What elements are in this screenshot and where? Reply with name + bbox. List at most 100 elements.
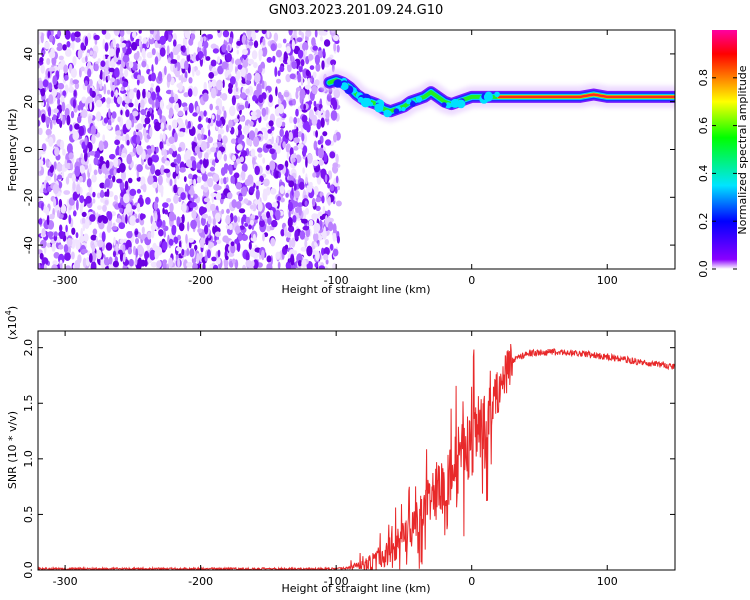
noise-speck bbox=[41, 143, 47, 152]
noise-speck bbox=[288, 249, 296, 256]
ridge-blob bbox=[385, 110, 392, 117]
noise-speck bbox=[117, 116, 121, 123]
noise-speck bbox=[45, 175, 52, 181]
noise-speck bbox=[46, 242, 51, 248]
spectrogram-x-tick-label: 0 bbox=[468, 274, 475, 287]
noise-speck bbox=[99, 191, 105, 198]
noise-speck bbox=[83, 233, 89, 242]
noise-speck bbox=[87, 32, 92, 41]
noise-speck bbox=[125, 203, 132, 213]
noise-speck bbox=[271, 152, 277, 161]
noise-speck bbox=[116, 178, 123, 184]
noise-speck bbox=[298, 30, 302, 36]
noise-speck bbox=[255, 181, 262, 186]
noise-speck bbox=[185, 159, 193, 168]
noise-speck bbox=[243, 125, 250, 135]
noise-speck bbox=[202, 92, 209, 102]
noise-speck bbox=[315, 250, 320, 262]
noise-speck bbox=[63, 244, 69, 254]
noise-speck bbox=[316, 119, 322, 130]
noise-speck bbox=[127, 177, 133, 184]
noise-speck bbox=[305, 30, 312, 38]
noise-speck bbox=[297, 143, 304, 149]
noise-speck bbox=[128, 102, 134, 108]
noise-speck bbox=[333, 35, 339, 42]
noise-speck bbox=[124, 69, 129, 77]
noise-speck bbox=[106, 89, 111, 95]
noise-speck bbox=[150, 261, 158, 268]
noise-speck bbox=[135, 218, 140, 223]
noise-speck bbox=[79, 195, 85, 204]
noise-speck bbox=[140, 109, 147, 116]
noise-speck bbox=[207, 124, 211, 130]
noise-speck bbox=[183, 92, 189, 98]
noise-speck bbox=[76, 184, 81, 195]
noise-speck bbox=[336, 235, 340, 244]
noise-speck bbox=[212, 48, 219, 54]
noise-speck bbox=[74, 165, 81, 177]
noise-speck bbox=[71, 41, 75, 51]
noise-speck bbox=[248, 266, 255, 269]
noise-speck bbox=[284, 160, 289, 168]
noise-speck bbox=[293, 183, 297, 192]
noise-speck bbox=[229, 212, 234, 223]
noise-speck bbox=[168, 211, 175, 222]
noise-speck bbox=[220, 167, 226, 176]
noise-speck bbox=[207, 215, 212, 225]
noise-speck bbox=[247, 32, 251, 40]
noise-speck bbox=[194, 244, 198, 251]
noise-speck bbox=[149, 33, 153, 40]
noise-speck bbox=[285, 192, 289, 198]
noise-speck bbox=[114, 139, 120, 146]
noise-speck bbox=[217, 56, 221, 64]
noise-speck bbox=[166, 73, 172, 83]
noise-speck bbox=[190, 33, 196, 40]
noise-speck bbox=[72, 99, 76, 109]
noise-speck bbox=[168, 136, 175, 144]
noise-speck bbox=[125, 109, 130, 118]
noise-speck bbox=[45, 128, 52, 136]
noise-speck bbox=[289, 239, 292, 249]
noise-speck bbox=[128, 258, 134, 267]
noise-speck bbox=[147, 157, 153, 166]
noise-speck bbox=[177, 110, 184, 117]
noise-speck bbox=[290, 254, 295, 266]
spectrogram-x-tick-label: -100 bbox=[324, 274, 349, 287]
noise-speck bbox=[326, 209, 331, 217]
noise-speck bbox=[294, 229, 299, 240]
noise-speck bbox=[226, 192, 233, 200]
noise-speck bbox=[307, 153, 313, 164]
snr-y-axis-label: SNR (10 * v/v) bbox=[6, 411, 19, 489]
noise-speck bbox=[115, 218, 122, 224]
noise-speck bbox=[278, 56, 284, 62]
noise-speck bbox=[51, 264, 58, 269]
noise-speck bbox=[78, 175, 83, 183]
noise-speck bbox=[156, 260, 162, 268]
noise-speck bbox=[239, 156, 244, 163]
noise-speck bbox=[314, 262, 319, 268]
noise-speck bbox=[223, 110, 227, 120]
noise-speck bbox=[45, 158, 49, 168]
noise-speck bbox=[308, 53, 314, 61]
noise-speck bbox=[200, 127, 205, 135]
noise-speck bbox=[280, 229, 285, 237]
noise-speck bbox=[120, 30, 125, 37]
noise-speck bbox=[293, 145, 299, 151]
noise-speck bbox=[109, 153, 116, 160]
spectrogram-y-tick-label: 0 bbox=[22, 146, 35, 153]
noise-speck bbox=[304, 235, 309, 242]
noise-speck bbox=[115, 47, 119, 58]
noise-speck bbox=[315, 205, 321, 212]
noise-speck bbox=[138, 30, 142, 34]
noise-speck bbox=[112, 260, 119, 268]
noise-speck bbox=[110, 80, 113, 89]
noise-speck bbox=[136, 188, 141, 194]
noise-speck bbox=[150, 83, 154, 88]
noise-speck bbox=[41, 257, 49, 266]
noise-speck bbox=[141, 226, 145, 234]
snr-frame bbox=[37, 330, 676, 571]
noise-speck bbox=[284, 244, 289, 250]
noise-speck bbox=[115, 89, 118, 98]
noise-speck bbox=[299, 50, 303, 57]
noise-speck bbox=[232, 154, 236, 162]
